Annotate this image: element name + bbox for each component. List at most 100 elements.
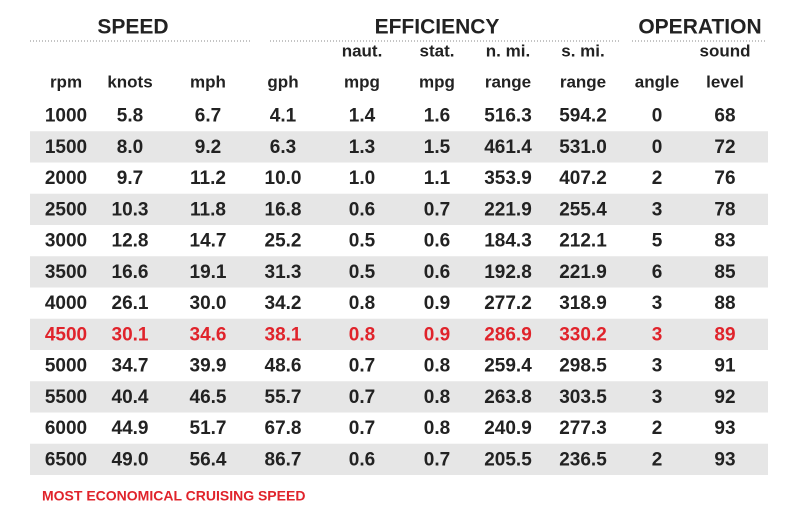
cell: 0.9: [424, 293, 450, 314]
group-title: EFFICIENCY: [375, 16, 500, 39]
cell: 0.8: [424, 387, 450, 408]
column-header: range: [560, 72, 606, 91]
cell: 1500: [45, 137, 87, 158]
cell: 86.7: [265, 449, 302, 470]
column-header-top: s. mi.: [561, 41, 604, 60]
cell: 8.0: [117, 137, 143, 158]
cell: 31.3: [265, 262, 302, 283]
cell: 303.5: [559, 387, 607, 408]
cell: 72: [714, 137, 735, 158]
cell: 46.5: [190, 387, 227, 408]
cell: 30.1: [112, 324, 149, 345]
cell: 3500: [45, 262, 87, 283]
column-header: gph: [267, 72, 298, 91]
cell: 39.9: [190, 356, 227, 377]
row-band: [30, 318, 768, 350]
cell: 407.2: [559, 168, 607, 189]
cell: 6.7: [195, 106, 221, 127]
cell: 19.1: [190, 262, 227, 283]
column-header: rpm: [50, 72, 82, 91]
cell: 240.9: [484, 418, 532, 439]
cell: 277.3: [559, 418, 607, 439]
cell: 3000: [45, 231, 87, 252]
cell: 25.2: [265, 231, 302, 252]
cell: 0.6: [349, 199, 375, 220]
cell: 259.4: [484, 356, 532, 377]
cell: 212.1: [559, 231, 607, 252]
cell: 192.8: [484, 262, 532, 283]
cell: 330.2: [559, 324, 607, 345]
cell: 531.0: [559, 137, 607, 158]
cell: 0.7: [424, 449, 450, 470]
cell: 2: [652, 418, 663, 439]
cell: 594.2: [559, 106, 607, 127]
cell: 10.3: [112, 199, 149, 220]
cell: 3: [652, 199, 663, 220]
cell: 1.1: [424, 168, 451, 189]
cell: 2500: [45, 199, 87, 220]
cell: 3: [652, 324, 663, 345]
cell: 184.3: [484, 231, 532, 252]
column-header: mph: [190, 72, 226, 91]
cell: 205.5: [484, 449, 532, 470]
cell: 68: [714, 106, 735, 127]
cell: 4.1: [270, 106, 297, 127]
cell: 6500: [45, 449, 87, 470]
cell: 14.7: [190, 231, 227, 252]
cell: 0.5: [349, 231, 376, 252]
cell: 353.9: [484, 168, 532, 189]
cell: 0.6: [349, 449, 375, 470]
cell: 6000: [45, 418, 87, 439]
cell: 34.6: [190, 324, 227, 345]
column-header: range: [485, 72, 531, 91]
cell: 263.8: [484, 387, 532, 408]
cell: 1000: [45, 106, 87, 127]
column-header-top: stat.: [420, 41, 455, 60]
cell: 0.8: [349, 293, 375, 314]
cell: 11.2: [190, 168, 226, 189]
cell: 3: [652, 356, 663, 377]
column-header: level: [706, 72, 744, 91]
cell: 0: [652, 106, 663, 127]
cell: 3: [652, 293, 663, 314]
cell: 12.8: [112, 231, 149, 252]
cell: 0.7: [349, 356, 375, 377]
cell: 56.4: [190, 449, 227, 470]
cell: 67.8: [265, 418, 302, 439]
group-title: OPERATION: [638, 16, 761, 39]
cell: 76: [714, 168, 735, 189]
cell: 0: [652, 137, 663, 158]
cell: 16.8: [265, 199, 302, 220]
cell: 5500: [45, 387, 87, 408]
cell: 10.0: [265, 168, 302, 189]
cell: 318.9: [559, 293, 607, 314]
cell: 1.4: [349, 106, 376, 127]
cell: 44.9: [112, 418, 149, 439]
cell: 93: [714, 449, 735, 470]
cell: 9.7: [117, 168, 143, 189]
cell: 0.9: [424, 324, 450, 345]
cell: 83: [714, 231, 735, 252]
cell: 38.1: [265, 324, 302, 345]
cell: 2: [652, 449, 663, 470]
cell: 51.7: [190, 418, 227, 439]
cell: 5.8: [117, 106, 143, 127]
cell: 4000: [45, 293, 87, 314]
cell: 91: [714, 356, 736, 377]
cell: 221.9: [484, 199, 532, 220]
row-band: [30, 256, 768, 288]
cell: 236.5: [559, 449, 607, 470]
cell: 3: [652, 387, 663, 408]
cell: 277.2: [484, 293, 532, 314]
cell: 1.3: [349, 137, 375, 158]
column-header: mpg: [344, 72, 380, 91]
cell: 0.5: [349, 262, 376, 283]
cell: 2000: [45, 168, 87, 189]
cell: 0.7: [424, 199, 450, 220]
cell: 5000: [45, 356, 87, 377]
cell: 1.6: [424, 106, 450, 127]
row-band: [30, 131, 768, 163]
row-band: [30, 381, 768, 413]
cell: 0.8: [424, 418, 450, 439]
cell: 11.8: [190, 199, 226, 220]
